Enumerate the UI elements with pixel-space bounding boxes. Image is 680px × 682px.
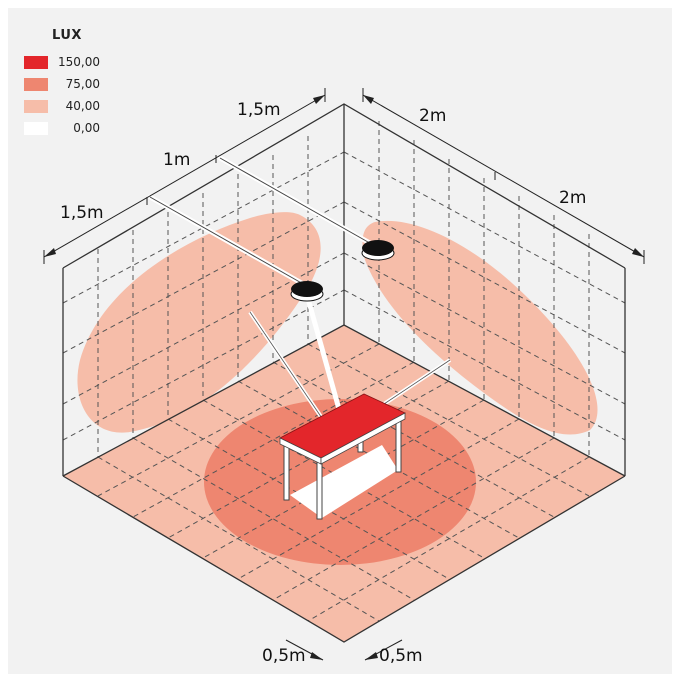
legend-swatch — [24, 77, 48, 91]
dimension-label-left-2: 1m — [163, 150, 191, 170]
ceiling-track-outline — [149, 157, 376, 286]
lux-legend: LUX 150,00 75,00 40,00 0,00 — [24, 28, 100, 139]
dimension-label-left-1: 1,5m — [237, 100, 281, 120]
dimension-label-right-2: 2m — [559, 188, 587, 208]
legend-item: 0,00 — [24, 117, 100, 139]
legend-item: 150,00 — [24, 51, 100, 73]
room-edges — [62, 103, 626, 643]
dimension-label-left-3: 1,5m — [60, 203, 104, 223]
legend-value: 40,00 — [65, 99, 100, 113]
ceiling-lamp-right — [361, 240, 395, 261]
legend-swatch — [24, 55, 48, 69]
legend-item: 40,00 — [24, 95, 100, 117]
right-wall-light-pattern — [362, 220, 598, 435]
left-wall-light-pattern — [77, 212, 321, 433]
ceiling-lamp-left — [290, 281, 324, 302]
legend-item: 75,00 — [24, 73, 100, 95]
table-top-edge-right — [320, 412, 406, 465]
legend-value: 0,00 — [73, 121, 100, 135]
legend-value: 150,00 — [58, 55, 100, 69]
dimension-label-floor-left: 0,5m — [262, 646, 306, 666]
legend-swatch — [24, 121, 48, 135]
dimension-label-right-1: 2m — [419, 106, 447, 126]
legend-swatch — [24, 99, 48, 113]
dimension-label-floor-right: 0,5m — [379, 646, 423, 666]
legend-value: 75,00 — [65, 77, 100, 91]
dimension-arrowheads — [44, 95, 644, 660]
legend-title: LUX — [52, 28, 82, 43]
grid-lines — [62, 121, 626, 622]
